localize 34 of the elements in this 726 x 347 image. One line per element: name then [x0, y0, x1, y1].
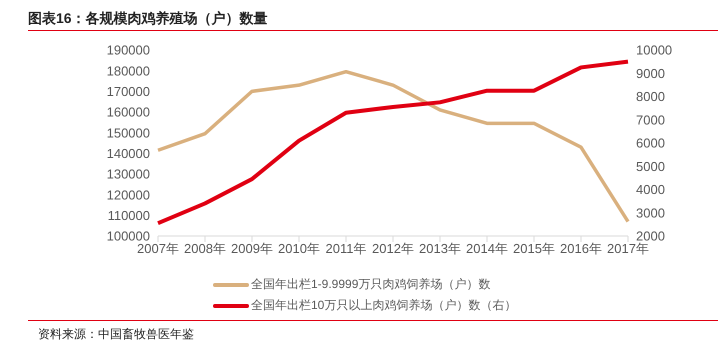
y-tick-label: 140000: [106, 146, 150, 161]
legend-label: 全国年出栏1-9.9999万只肉鸡饲养场（户）数: [251, 276, 490, 293]
x-tick-label: 2015年: [513, 241, 555, 256]
x-tick-label: 2012年: [372, 241, 414, 256]
y-tick-label: 170000: [106, 84, 150, 99]
y-tick-label: 130000: [106, 166, 150, 182]
y2-tick-label: 3000: [636, 205, 665, 220]
y-tick-label: 100000: [106, 228, 150, 244]
y2-tick-label: 2000: [636, 228, 665, 244]
y2-tick-label: 5000: [636, 158, 665, 174]
y-tick-label: 180000: [106, 63, 150, 78]
y2-tick-label: 7000: [636, 112, 665, 128]
y2-tick-label: 8000: [636, 89, 665, 104]
x-tick-label: 2008年: [184, 241, 226, 256]
y2-tick-label: 10000: [636, 42, 672, 58]
x-tick-label: 2010年: [278, 241, 320, 256]
y-tick-label: 150000: [106, 125, 150, 140]
y-tick-label: 190000: [106, 42, 150, 58]
legend-label: 全国年出栏10万只以上肉鸡饲养场（户）数（右）: [251, 297, 516, 314]
x-tick-label: 2009年: [231, 241, 273, 256]
x-tick-label: 2007年: [137, 241, 179, 256]
x-tick-label: 2016年: [560, 241, 602, 256]
x-tick-label: 2011年: [326, 241, 366, 256]
x-tick-label: 2017年: [607, 241, 649, 256]
text: 资料来源：中国畜牧兽医年鉴: [38, 326, 194, 343]
y2-tick-label: 6000: [636, 136, 665, 151]
x-tick-label: 2014年: [466, 241, 508, 256]
chart-title: 图表16：各规模肉鸡养殖场（户）数量: [28, 10, 268, 28]
y2-tick-label: 4000: [636, 182, 665, 198]
y-tick-label: 160000: [106, 104, 150, 120]
y2-tick-label: 9000: [636, 66, 665, 81]
x-tick-label: 2013年: [419, 241, 461, 256]
y-tick-label: 120000: [106, 187, 150, 202]
y-tick-label: 110000: [108, 208, 150, 223]
